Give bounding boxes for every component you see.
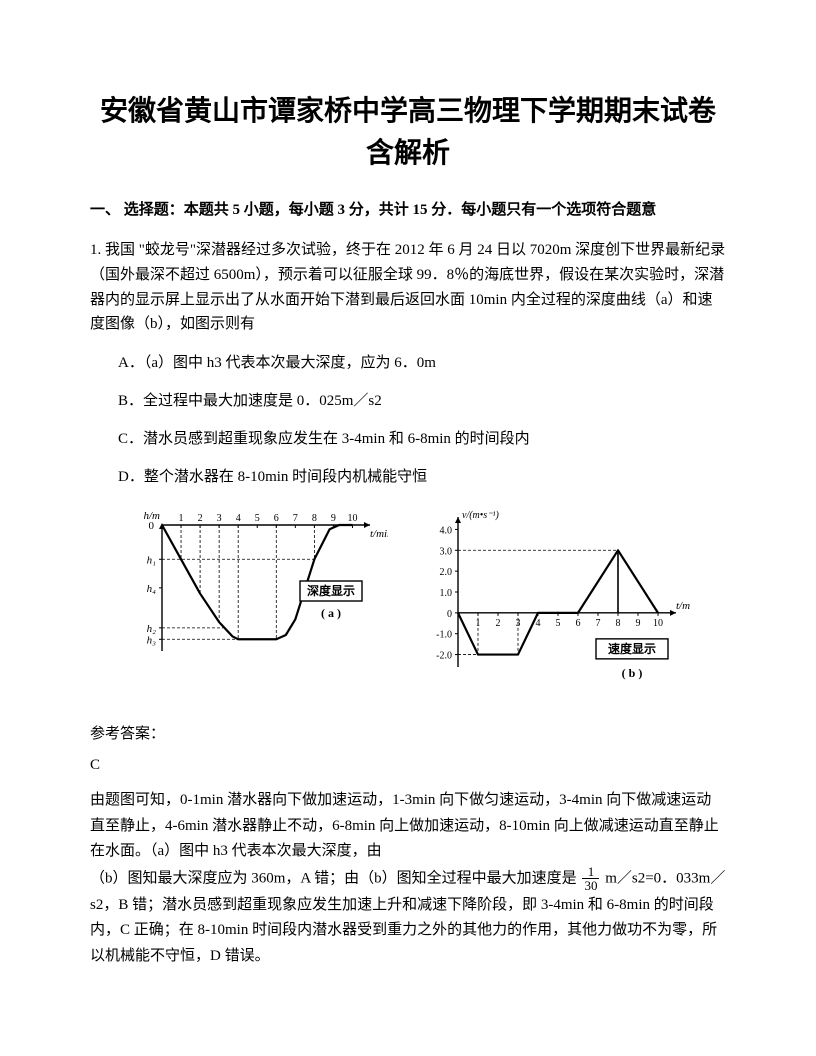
svg-text:6: 6 xyxy=(576,618,581,629)
figure-row: h/mt/min012345678910h₁h₄h₂h₃深度显示( a ) v/… xyxy=(118,507,726,702)
svg-text:( a ): ( a ) xyxy=(321,606,341,620)
svg-text:3: 3 xyxy=(217,513,222,524)
fraction-denominator: 30 xyxy=(582,879,599,893)
option-d: D．整个潜水器在 8-10min 时间段内机械能守恒 xyxy=(118,465,726,489)
svg-text:t/min: t/min xyxy=(676,600,690,612)
svg-text:深度显示: 深度显示 xyxy=(307,583,355,598)
fraction-icon: 1 30 xyxy=(580,865,601,893)
answer-explanation: 由题图可知，0-1min 潜水器向下做加速运动，1-3min 向下做匀速运动，3… xyxy=(90,788,726,969)
svg-text:3.0: 3.0 xyxy=(440,546,453,557)
svg-text:2: 2 xyxy=(496,618,501,629)
question-1-stem: 1. 我国 "蛟龙号"深潜器经过多次试验，终于在 2012 年 6 月 24 日… xyxy=(90,238,726,337)
svg-text:h₁: h₁ xyxy=(147,554,157,566)
option-c: C．潜水员感到超重现象应发生在 3-4min 和 6-8min 的时间段内 xyxy=(118,427,726,451)
svg-text:5: 5 xyxy=(255,513,260,524)
svg-text:6: 6 xyxy=(274,513,279,524)
svg-text:1: 1 xyxy=(179,513,184,524)
svg-text:2.0: 2.0 xyxy=(440,567,453,578)
explain-part-1: 由题图可知，0-1min 潜水器向下做加速运动，1-3min 向下做匀速运动，3… xyxy=(90,792,719,859)
svg-text:5: 5 xyxy=(556,618,561,629)
option-a: A．（a）图中 h3 代表本次最大深度，应为 6．0m xyxy=(118,351,726,375)
svg-text:( b ): ( b ) xyxy=(622,666,643,680)
doc-title: 安徽省黄山市谭家桥中学高三物理下学期期末试卷含解析 xyxy=(90,90,726,174)
section-heading: 一、 选择题：本题共 5 小题，每小题 3 分，共计 15 分．每小题只有一个选… xyxy=(90,198,726,222)
svg-text:10: 10 xyxy=(653,618,663,629)
svg-text:h₃: h₃ xyxy=(147,634,157,646)
svg-text:速度显示: 速度显示 xyxy=(608,641,656,656)
svg-text:10: 10 xyxy=(347,513,357,524)
svg-text:-1.0: -1.0 xyxy=(436,630,452,641)
svg-text:7: 7 xyxy=(293,513,298,524)
svg-text:8: 8 xyxy=(616,618,621,629)
svg-text:9: 9 xyxy=(636,618,641,629)
answer-letter: C xyxy=(90,757,726,774)
fraction-numerator: 1 xyxy=(582,865,599,880)
svg-text:4.0: 4.0 xyxy=(440,525,453,536)
svg-text:t/min: t/min xyxy=(370,528,388,540)
svg-text:h₂: h₂ xyxy=(147,623,157,635)
svg-text:0: 0 xyxy=(149,520,155,532)
svg-text:4: 4 xyxy=(536,618,541,629)
svg-text:4: 4 xyxy=(236,513,241,524)
svg-text:9: 9 xyxy=(331,513,336,524)
svg-text:h₄: h₄ xyxy=(147,583,157,595)
option-b: B．全过程中最大加速度是 0．025m／s2 xyxy=(118,389,726,413)
svg-text:-2.0: -2.0 xyxy=(436,651,452,662)
svg-text:v/(m•s⁻¹): v/(m•s⁻¹) xyxy=(462,510,499,521)
svg-text:8: 8 xyxy=(312,513,317,524)
svg-text:7: 7 xyxy=(596,618,601,629)
svg-text:0: 0 xyxy=(447,609,452,620)
chart-a-depth: h/mt/min012345678910h₁h₄h₂h₃深度显示( a ) xyxy=(118,507,388,682)
chart-b-velocity: v/(m•s⁻¹)t/min-2.0-1.001.02.03.04.012345… xyxy=(410,507,690,702)
svg-text:2: 2 xyxy=(198,513,203,524)
answer-heading: 参考答案： xyxy=(90,722,726,743)
svg-text:1.0: 1.0 xyxy=(440,588,453,599)
explain-part-2: （b）图知最大深度应为 360m，A 错；由（b）图知全过程中最大加速度是 xyxy=(90,870,577,886)
